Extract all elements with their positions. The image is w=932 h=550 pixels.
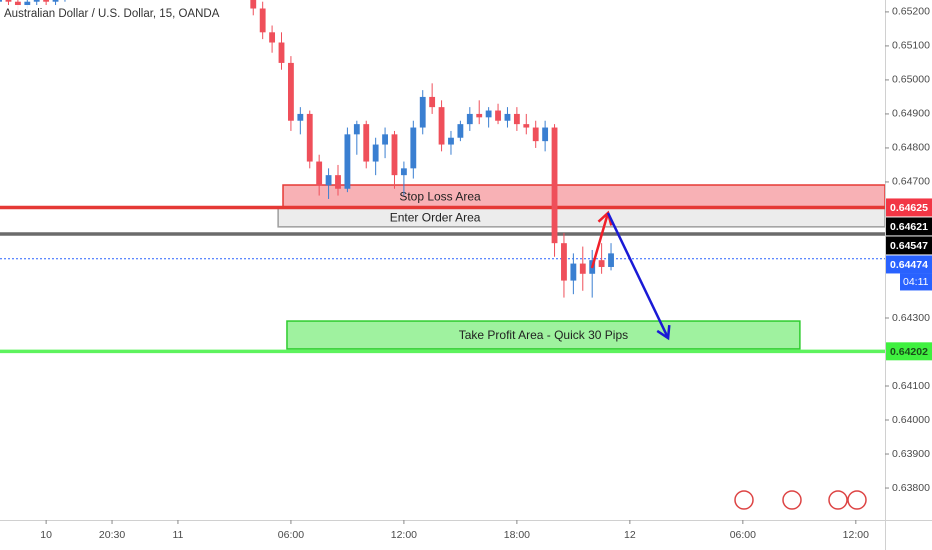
- candle-body: [598, 260, 605, 267]
- zone-label: Stop Loss Area: [399, 189, 481, 203]
- candle-body: [5, 0, 12, 2]
- candle-body: [400, 168, 407, 176]
- candle-body: [561, 243, 567, 281]
- x-tick-label: 11: [172, 529, 183, 541]
- zone: [277, 207, 885, 228]
- candle-body: [551, 127, 558, 244]
- price-label: 0.64202: [890, 346, 928, 358]
- candle-body: [43, 0, 50, 2]
- plot-area: Stop Loss Area Enter Order Area Take Profi…: [0, 0, 885, 354]
- candle-body: [485, 110, 492, 118]
- countdown-bg: [900, 273, 932, 291]
- candle-body: [476, 113, 483, 118]
- candle-body: [33, 0, 40, 2]
- candle-body: [306, 113, 313, 162]
- price-label-bg: [886, 217, 932, 236]
- candle-body: [335, 175, 341, 189]
- y-tick-label: 0.63900: [892, 448, 930, 460]
- x-tick-label: 12: [624, 529, 636, 541]
- event-icon: [734, 490, 754, 510]
- x-tick-label: 18:00: [504, 529, 530, 541]
- candle-body: [542, 127, 549, 142]
- x-tick-label: 06:00: [278, 529, 304, 541]
- candle-body: [448, 137, 454, 145]
- axes: 0.65200 0.65100 0.65000 0.64900 0.64800 0.647…: [40, 6, 932, 541]
- arrow-line: [606, 212, 670, 339]
- candle-body: [259, 8, 266, 33]
- price-label: 0.64474: [890, 259, 928, 271]
- candle-body: [466, 113, 473, 125]
- x-tick-label: 20:30: [99, 529, 125, 541]
- x-tick-label: 12:00: [843, 529, 869, 541]
- candle-body: [353, 124, 360, 135]
- candle-body: [532, 127, 539, 142]
- price-label-bg: [886, 255, 932, 274]
- y-tick-label: 0.65000: [892, 74, 930, 86]
- candle-body: [382, 134, 388, 145]
- candle-body: [325, 175, 332, 186]
- y-tick-label: 0.64300: [892, 312, 930, 324]
- candle-body: [579, 263, 586, 274]
- x-tick-label: 10: [40, 529, 52, 541]
- candle-body: [391, 134, 398, 176]
- zone-label: Take Profit Area - Quick 30 Pips: [459, 328, 628, 342]
- candle-body: [14, 1, 21, 6]
- candle-body: [438, 107, 445, 145]
- y-tick-label: 0.65200: [892, 6, 930, 18]
- candle-body: [297, 113, 304, 121]
- y-tick-label: 0.64700: [892, 176, 930, 188]
- candle-body: [52, 0, 59, 2]
- candle-body: [316, 161, 323, 186]
- zone-label: Enter Order Area: [390, 210, 481, 224]
- candle-body: [419, 96, 426, 128]
- title-backdrop: [0, 5, 188, 21]
- y-tick-label: 0.63800: [892, 482, 930, 494]
- candle-body: [0, 0, 2, 2]
- candle-body: [513, 113, 520, 125]
- candle-body: [570, 263, 577, 281]
- candle-body: [523, 124, 530, 128]
- event-icon: [847, 490, 867, 510]
- price-label: 0.64621: [890, 221, 928, 233]
- candle-body: [269, 32, 276, 43]
- candle-body: [24, 1, 31, 6]
- candle-body: [344, 134, 351, 189]
- price-label: 0.64625: [890, 202, 928, 214]
- candle-body: [410, 127, 417, 169]
- price-label-bg: [886, 342, 932, 361]
- chart-title: Australian Dollar / U.S. Dollar, 15, OAN…: [4, 8, 220, 20]
- price-label: 0.64547: [890, 240, 928, 252]
- y-tick-label: 0.64000: [892, 414, 930, 426]
- candle-body: [504, 113, 511, 121]
- candle-body: [495, 110, 501, 121]
- arrow-line: [590, 212, 610, 269]
- y-tick-label: 0.65100: [892, 40, 930, 52]
- price-label-bg: [886, 198, 932, 217]
- zone: [286, 320, 801, 350]
- candle-body: [372, 144, 379, 162]
- candle-body: [608, 253, 614, 267]
- candle-body: [363, 124, 370, 162]
- y-tick-label: 0.64100: [892, 380, 930, 392]
- arrow-head: [656, 324, 671, 341]
- x-tick-label: 06:00: [730, 529, 756, 541]
- y-tick-label: 0.64800: [892, 142, 930, 154]
- candle-body: [250, 0, 257, 9]
- candle-body: [288, 62, 294, 121]
- candle-body: [429, 96, 436, 108]
- price-label-bg: [886, 236, 932, 255]
- x-tick-label: 12:00: [391, 529, 417, 541]
- candle-body: [457, 124, 464, 138]
- event-icon: [782, 490, 802, 510]
- zone: [282, 184, 885, 209]
- y-tick-label: 0.64900: [892, 108, 930, 120]
- candle-body: [278, 42, 285, 63]
- event-icon: [828, 490, 848, 510]
- event-icons: [734, 490, 867, 510]
- countdown: 04:11: [903, 276, 929, 288]
